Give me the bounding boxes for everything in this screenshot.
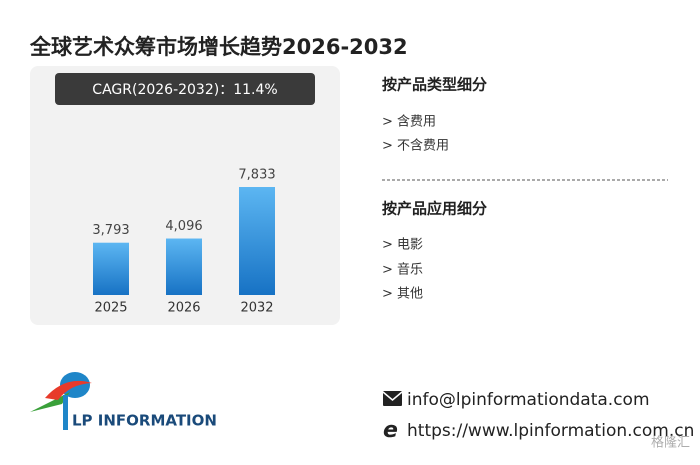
segment-item: > 其他 (382, 287, 423, 302)
section-title: 按产品应用细分 (382, 200, 487, 218)
segment-items: > 含费用 > 不含费用 (382, 114, 449, 154)
bar (166, 238, 202, 295)
website: https://www.lpinformation.com.cn (407, 421, 694, 441)
logo: LP INFORMATION (30, 372, 217, 430)
x-tick-label: 2025 (94, 301, 127, 316)
bars: 3,793 2025 4,096 2026 7,833 2032 (92, 168, 275, 316)
cagr-box (55, 73, 315, 105)
segment-items: > 电影 > 音乐 > 其他 (382, 238, 423, 302)
segment-item: > 含费用 (382, 114, 436, 130)
value-label: 7,833 (238, 168, 275, 183)
web-icon: e (383, 418, 398, 443)
chart-title: 全球艺术众筹市场增长趋势2026-2032 (29, 35, 408, 59)
bar (93, 242, 129, 295)
section-title: 按产品类型细分 (382, 76, 487, 94)
x-tick-label: 2032 (240, 301, 273, 316)
bar (239, 187, 275, 295)
logo-text: LP INFORMATION (72, 412, 217, 430)
value-label: 3,793 (92, 223, 129, 238)
value-label: 4,096 (165, 219, 202, 234)
segment-item: > 电影 (382, 238, 423, 253)
email-icon (383, 391, 402, 406)
watermark: 格隆汇 (651, 435, 690, 451)
segment-item: > 不含费用 (382, 138, 449, 154)
segment-item: > 音乐 (382, 262, 423, 278)
email: info@lpinformationdata.com (407, 390, 650, 410)
cagr-text: CAGR(2026-2032)：11.4% (92, 82, 277, 98)
x-tick-label: 2026 (167, 301, 200, 316)
